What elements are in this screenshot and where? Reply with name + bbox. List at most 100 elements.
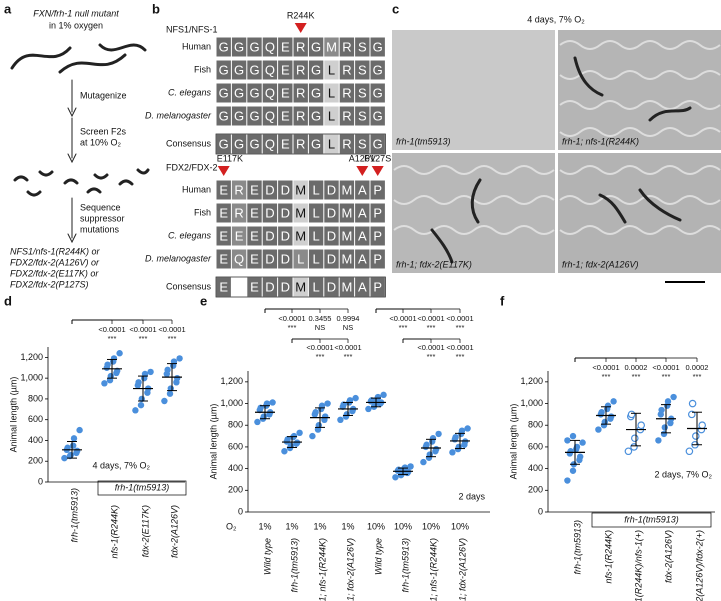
- data-point: [698, 421, 707, 430]
- data-point: [630, 434, 639, 443]
- alignment-cell: [339, 83, 355, 103]
- residue: E: [250, 279, 259, 294]
- x-label: nfs-1(R244K): [109, 505, 119, 559]
- alignment-cell: [293, 249, 308, 269]
- y-axis-label: Animal length (µm): [208, 404, 218, 480]
- residue: Q: [265, 108, 275, 123]
- alignment-cell: [308, 134, 324, 154]
- residue: Q: [265, 85, 275, 100]
- y-tick-label: 800: [28, 393, 43, 403]
- alignment-cell: [308, 203, 324, 223]
- residue: R: [342, 39, 351, 54]
- o2-value: 10%: [422, 521, 440, 531]
- micrograph-label: frh-1; nfs-1(R244K): [562, 136, 639, 146]
- residue: E: [219, 205, 228, 220]
- alignment-cell: [339, 134, 355, 154]
- p-value: <0.0001: [652, 363, 679, 372]
- data-point: [337, 416, 344, 424]
- x-label: fdx-2(A126V): [169, 505, 179, 558]
- data-point: [322, 413, 329, 420]
- row-label: Human: [182, 184, 211, 194]
- residue: G: [311, 136, 321, 151]
- alignment-cell: [231, 226, 247, 246]
- alignment-cell: [293, 180, 308, 200]
- residue: A: [358, 279, 367, 294]
- data-point: [135, 379, 142, 386]
- residue: L: [312, 205, 319, 220]
- residue: E: [250, 182, 259, 197]
- alignment-cell: [262, 83, 278, 103]
- significance: ***: [427, 323, 436, 332]
- alignment-cell: [216, 203, 231, 223]
- alignment-cell: [247, 37, 262, 57]
- alignment-cell: [339, 277, 355, 297]
- residue: L: [312, 182, 319, 197]
- x-label: fdx-2(A126V): [663, 530, 673, 583]
- alignment-cell: [262, 203, 278, 223]
- residue: E: [250, 228, 259, 243]
- data-point: [365, 405, 372, 413]
- y-tick-label: 1,000: [20, 373, 43, 383]
- data-point: [164, 366, 171, 374]
- x-label: frh-1; nfs-1(R244K): [428, 538, 438, 601]
- alignment-cell: [324, 37, 339, 57]
- alignment-cell: [247, 60, 262, 80]
- residue: G: [249, 39, 259, 54]
- alignment-cell: [247, 106, 262, 126]
- mutation-label: E117K: [217, 153, 243, 163]
- data-point: [76, 426, 83, 434]
- y-tick-label: 600: [28, 414, 43, 424]
- p-value: 0.0002: [686, 363, 709, 372]
- residue: R: [342, 136, 351, 151]
- data-point: [147, 368, 154, 376]
- row-label: Human: [182, 41, 211, 51]
- data-point: [423, 441, 430, 448]
- residue: E: [281, 62, 290, 77]
- y-tick-label: 1,000: [220, 398, 243, 408]
- data-point: [257, 404, 264, 412]
- residue: G: [234, 85, 244, 100]
- alignment-cell: [247, 83, 262, 103]
- data-point: [658, 406, 665, 414]
- panel-letter: a: [4, 1, 12, 16]
- residue: D: [265, 182, 274, 197]
- data-point: [598, 409, 605, 416]
- alignment-cell: [231, 60, 247, 80]
- data-point: [395, 466, 402, 473]
- residue: Q: [265, 62, 275, 77]
- alignment-cell: [262, 249, 278, 269]
- data-point: [104, 361, 111, 368]
- y-tick-label: 200: [228, 485, 243, 495]
- x-label: frh-1(tm5913): [69, 488, 79, 543]
- data-point: [343, 411, 350, 418]
- row-label: D. melanogaster: [145, 253, 212, 263]
- panel-letter: c: [392, 1, 399, 16]
- residue: M: [295, 279, 306, 294]
- residue: A: [358, 228, 367, 243]
- schematic-text: at 10% O₂: [80, 137, 122, 147]
- data-point: [458, 427, 466, 434]
- p-value: <0.0001: [446, 343, 473, 352]
- panel-letter: f: [500, 293, 505, 308]
- alignment-cell: [231, 180, 247, 200]
- significance: ***: [693, 372, 702, 381]
- p-value: <0.0001: [306, 343, 333, 352]
- alignment-cell: [370, 83, 385, 103]
- data-point: [579, 439, 586, 446]
- data-point: [691, 432, 700, 440]
- schematic-text: FDX2/fdx-2(P127S): [10, 279, 89, 289]
- y-tick-label: 1,200: [520, 376, 543, 386]
- alignment-cell: [370, 37, 385, 57]
- residue: L: [328, 136, 335, 151]
- micrograph-label: frh-1; fdx-2(E117K): [396, 259, 472, 269]
- significance: ***: [316, 352, 325, 361]
- p-value: <0.0001: [417, 343, 444, 352]
- significance: ***: [662, 372, 671, 381]
- data-point: [664, 398, 672, 405]
- y-tick-label: 1,200: [220, 376, 243, 386]
- residue: R: [342, 85, 351, 100]
- data-point: [637, 421, 646, 430]
- alignment-cell: [216, 226, 231, 246]
- residue: A: [358, 182, 367, 197]
